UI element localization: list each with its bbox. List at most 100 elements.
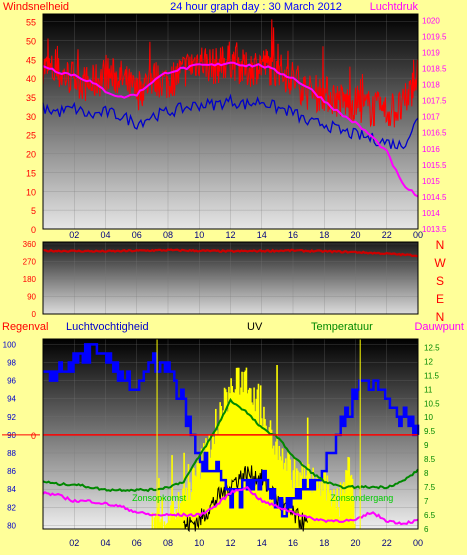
sunrise-label: Zonsopkomst (132, 493, 187, 503)
y2-tick-label: 8 (424, 469, 429, 478)
y2-tick-label: 1018.5 (422, 65, 447, 74)
y2-tick-label: 1016 (422, 145, 440, 154)
y2-tick-label: 1014 (422, 209, 440, 218)
x-tick-label: 22 (382, 230, 392, 240)
x-tick-label: 22 (382, 538, 392, 548)
x-tick-label: 14 (257, 230, 267, 240)
y2-tick-label: 1017.5 (422, 97, 447, 106)
y2-tick-label: 11 (424, 385, 433, 394)
y2-tick-label: 9.5 (424, 427, 436, 436)
y-tick-label: 94 (7, 395, 16, 404)
plot-frame (42, 241, 419, 315)
y-tick-label: 80 (7, 521, 16, 530)
y-tick-label: 90 (27, 292, 36, 301)
x-tick-label: 04 (100, 230, 110, 240)
y-tick-label: 45 (26, 55, 36, 65)
x-tick-label: 20 (350, 230, 360, 240)
x-tick-label: 20 (350, 538, 360, 548)
y2-tick-label: 1020 (422, 16, 440, 25)
y-tick-label: 270 (23, 257, 37, 266)
y-tick-label: 10 (26, 187, 36, 197)
y2-tick-label: 1017 (422, 113, 440, 122)
compass-letter: N (436, 310, 445, 324)
x-tick-label: 00 (413, 538, 423, 548)
y2-tick-label: 7 (424, 497, 429, 506)
y2-tick-label: 1013.5 (422, 225, 447, 234)
plot-frame (42, 338, 419, 530)
compass-letter: N (436, 238, 445, 252)
y2-tick-label: 9 (424, 441, 429, 450)
y2-tick-label: 1016.5 (422, 129, 447, 138)
x-tick-label: 18 (319, 538, 329, 548)
x-tick-label: 16 (288, 230, 298, 240)
right-axis-title: Luchtdruk (370, 1, 419, 13)
temperature-label: Temperatuur (311, 321, 373, 333)
x-tick-label: 14 (257, 538, 267, 548)
y-tick-label: 180 (23, 275, 37, 284)
dewpoint-line (42, 486, 419, 526)
y-tick-label: 35 (26, 93, 36, 103)
compass-letter: S (436, 274, 444, 288)
x-tick-label: 06 (132, 230, 142, 240)
y2-tick-label: 1019.5 (422, 32, 447, 41)
x-tick-label: 16 (288, 538, 298, 548)
y-tick-label: 92 (7, 413, 16, 422)
x-tick-label: 04 (100, 538, 110, 548)
y2-tick-label: 1015.5 (422, 161, 447, 170)
compass-letter: W (434, 256, 446, 270)
y-tick-label: 55 (26, 18, 36, 28)
y-tick-label: 86 (7, 467, 16, 476)
y-tick-label: 100 (3, 340, 17, 349)
rain-value-label: 0 (31, 431, 36, 441)
y-tick-label: 15 (26, 168, 36, 178)
y2-tick-label: 1018 (422, 81, 440, 90)
x-tick-label: 02 (69, 230, 79, 240)
y2-tick-label: 10.5 (424, 399, 440, 408)
y-tick-label: 20 (26, 150, 36, 160)
y-tick-label: 40 (26, 74, 36, 84)
y2-tick-label: 1015 (422, 177, 440, 186)
x-tick-label: 12 (225, 538, 235, 548)
y-tick-label: 98 (7, 359, 16, 368)
left-axis-title: Windsnelheid (3, 1, 69, 13)
temperature-line (42, 397, 419, 493)
y2-tick-label: 1019 (422, 49, 440, 58)
y-tick-label: 360 (23, 240, 37, 249)
y-tick-label: 25 (26, 131, 36, 141)
y-tick-label: 0 (32, 310, 37, 319)
wind-average-line (42, 93, 419, 150)
y-tick-label: 82 (7, 503, 16, 512)
uv-label: UV (247, 321, 263, 333)
humidity-label: Luchtvochtigheid (66, 321, 149, 333)
x-tick-label: 10 (194, 230, 204, 240)
y2-tick-label: 12.5 (424, 343, 440, 352)
y-tick-label: 50 (26, 36, 36, 46)
rain-label: Regenval (2, 321, 48, 333)
y-tick-label: 5 (31, 206, 36, 216)
humidity-line (43, 343, 420, 518)
x-tick-label: 08 (163, 538, 173, 548)
y2-tick-label: 1014.5 (422, 193, 447, 202)
y2-tick-label: 12 (424, 357, 433, 366)
wind-gust-line (42, 19, 419, 128)
pressure-line (42, 61, 419, 198)
y2-tick-label: 6 (424, 525, 429, 534)
y2-tick-label: 8.5 (424, 455, 436, 464)
y2-tick-label: 10 (424, 413, 433, 422)
dewpoint-label: Dauwpunt (414, 321, 464, 333)
x-tick-label: 06 (132, 538, 142, 548)
y2-tick-label: 6.5 (424, 511, 436, 520)
y-tick-label: 88 (7, 449, 16, 458)
x-tick-label: 08 (163, 230, 173, 240)
x-tick-label: 02 (69, 538, 79, 548)
x-tick-label: 18 (319, 230, 329, 240)
y2-tick-label: 7.5 (424, 483, 436, 492)
plot-frame (42, 13, 419, 230)
y-tick-label: 84 (7, 485, 16, 494)
x-tick-label: 00 (413, 230, 423, 240)
sunset-label: Zonsondergang (330, 493, 393, 503)
wind-direction-line (42, 248, 419, 258)
y-tick-label: 96 (7, 377, 16, 386)
y2-tick-label: 11.5 (424, 371, 440, 380)
compass-letter: E (436, 292, 444, 306)
